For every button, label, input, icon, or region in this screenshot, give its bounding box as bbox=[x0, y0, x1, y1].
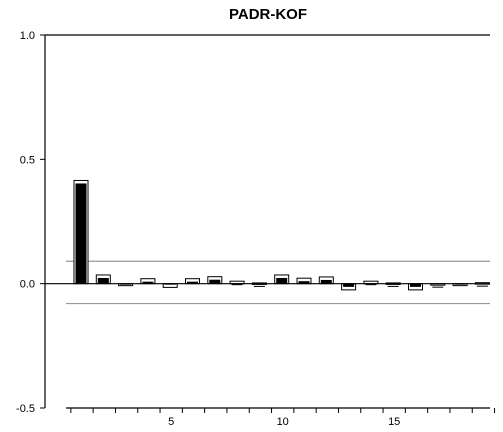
bar-series bbox=[73, 179, 490, 291]
x-axis-ticks: 5 10 15 bbox=[70, 408, 496, 428]
x-tick-label: 15 bbox=[388, 416, 400, 428]
y-axis-ticks: 1.0 0.5 0.0 -0.5 bbox=[16, 30, 45, 415]
bar-lag-10 bbox=[274, 274, 290, 285]
bar-lag-2 bbox=[95, 274, 111, 285]
bar-lag-11 bbox=[296, 277, 312, 285]
bar-lag-1 bbox=[73, 179, 89, 285]
bar-fill bbox=[410, 283, 421, 287]
bar-fill bbox=[387, 285, 399, 287]
confidence-bands bbox=[66, 260, 490, 305]
x-tick-label: 5 bbox=[168, 416, 174, 428]
bar-lag-13 bbox=[341, 283, 357, 291]
bar-fill bbox=[97, 277, 109, 284]
bar-fill bbox=[320, 279, 332, 284]
bar-fill bbox=[187, 281, 198, 284]
bar-fill bbox=[75, 183, 87, 284]
bar-fill bbox=[231, 284, 243, 286]
bar-lag-7 bbox=[207, 276, 223, 285]
bar-fill bbox=[298, 281, 310, 284]
bar-lag-6 bbox=[185, 278, 200, 285]
bar-lag-16 bbox=[408, 283, 423, 291]
chart-title: PADR-KOF bbox=[229, 6, 307, 23]
bar-lag-4 bbox=[140, 278, 156, 285]
bar-lag-12 bbox=[318, 276, 334, 285]
y-tick-label: -0.5 bbox=[16, 403, 35, 415]
y-tick-label: 0.5 bbox=[20, 154, 35, 166]
bar-fill bbox=[365, 284, 377, 286]
y-tick-label: 0.0 bbox=[20, 279, 35, 291]
bar-fill bbox=[432, 286, 444, 288]
bar-fill bbox=[276, 277, 288, 284]
bar-fill bbox=[209, 279, 221, 284]
bar-fill bbox=[253, 285, 265, 287]
bar-fill bbox=[142, 281, 154, 284]
x-tick-label: 10 bbox=[277, 416, 289, 428]
y-tick-label: 1.0 bbox=[20, 30, 35, 42]
bar-fill bbox=[343, 283, 355, 287]
axes bbox=[44, 34, 490, 409]
bar-fill bbox=[476, 285, 488, 287]
